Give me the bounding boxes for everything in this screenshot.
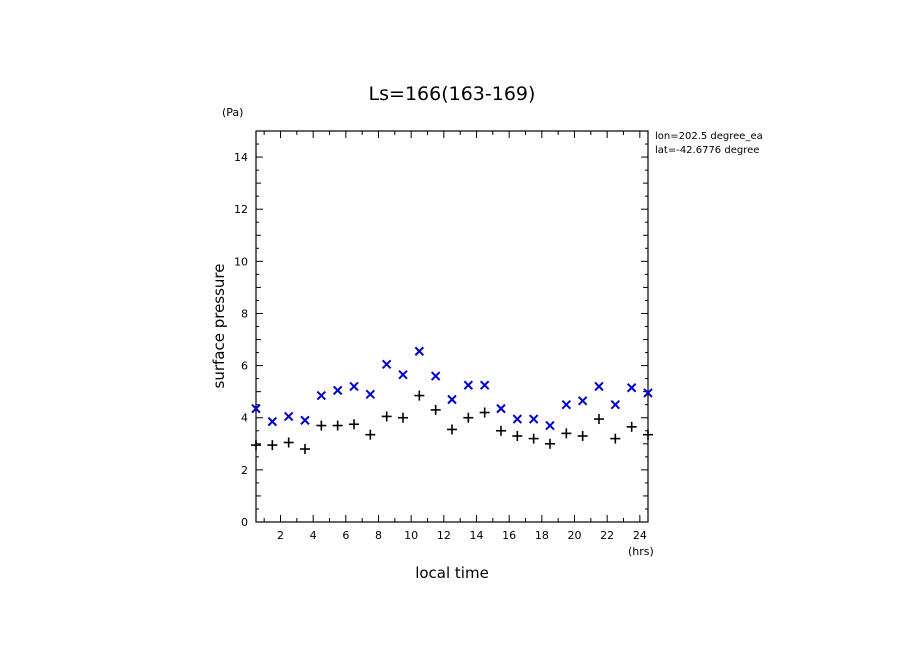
data-point-plus <box>528 433 539 444</box>
x-tick-label: 22 <box>600 529 614 542</box>
data-point-x <box>251 403 261 414</box>
data-point-x <box>496 403 506 414</box>
x-tick-label: 10 <box>404 529 418 542</box>
data-point-x <box>479 380 490 390</box>
x-tick-label: 12 <box>437 529 451 542</box>
data-point-x <box>414 346 425 356</box>
data-point-x <box>447 394 457 405</box>
data-point-plus <box>610 433 621 444</box>
data-point-plus <box>577 430 588 441</box>
x-axis-label: local time <box>415 564 489 582</box>
y-tick-label: 8 <box>241 307 248 320</box>
data-point-plus <box>316 420 327 431</box>
data-point-plus <box>332 420 343 431</box>
data-point-x <box>283 411 294 422</box>
y-axis-label: surface pressure <box>210 264 228 389</box>
x-tick-label: 14 <box>470 529 484 542</box>
data-point-x <box>430 371 441 381</box>
y-unit-label: (Pa) <box>222 106 243 119</box>
data-point-plus <box>463 412 474 423</box>
y-tick-label: 4 <box>241 412 248 425</box>
data-point-plus <box>365 429 376 440</box>
data-point-plus <box>594 414 604 425</box>
chart-title: Ls=166(163-169) <box>369 83 536 105</box>
data-point-plus <box>398 412 408 423</box>
data-point-x <box>267 416 278 427</box>
x-tick-label: 8 <box>375 529 382 542</box>
data-point-x <box>512 414 523 424</box>
data-point-plus <box>447 424 457 435</box>
data-point-x <box>463 380 474 390</box>
data-point-plus <box>512 430 523 441</box>
data-point-plus <box>430 404 441 415</box>
x-tick-label: 2 <box>277 529 284 542</box>
x-tick-label: 6 <box>342 529 349 542</box>
data-point-plus <box>381 411 392 422</box>
y-tick-label: 0 <box>241 516 248 529</box>
y-tick-label: 6 <box>241 360 248 373</box>
data-point-plus <box>283 437 294 448</box>
data-point-plus <box>267 440 278 451</box>
data-point-x <box>626 383 637 393</box>
annotation-lat: lat=-42.6776 degree <box>655 145 759 156</box>
y-tick-label: 12 <box>234 203 248 216</box>
data-point-x <box>332 385 343 396</box>
x-tick-label: 20 <box>568 529 582 542</box>
data-point-x <box>528 414 539 424</box>
data-point-plus <box>479 407 490 418</box>
data-point-plus <box>496 425 506 436</box>
data-point-plus <box>545 438 555 449</box>
data-point-plus <box>251 440 261 451</box>
data-point-plus <box>300 444 310 455</box>
y-tick-label: 2 <box>241 464 248 477</box>
y-tick-label: 14 <box>234 151 248 164</box>
data-point-plus <box>414 390 425 401</box>
data-point-plus <box>626 421 637 432</box>
data-point-x <box>365 389 376 399</box>
data-point-x <box>381 359 392 370</box>
data-point-x <box>594 381 604 392</box>
y-tick-label: 10 <box>234 255 248 268</box>
data-point-x <box>643 388 653 398</box>
data-point-plus <box>349 419 359 430</box>
data-point-x <box>398 370 408 380</box>
x-tick-label: 16 <box>502 529 516 542</box>
x-tick-label: 4 <box>310 529 317 542</box>
data-point-x <box>545 420 555 431</box>
data-point-x <box>349 381 359 392</box>
data-marks <box>251 346 653 455</box>
x-tick-label: 18 <box>535 529 549 542</box>
data-point-x <box>316 390 327 401</box>
data-point-x <box>561 399 572 410</box>
annotation-lon: lon=202.5 degree_ea <box>655 131 763 142</box>
data-point-plus <box>561 428 572 439</box>
data-point-x <box>610 399 621 410</box>
plot-frame <box>255 130 649 523</box>
data-point-plus <box>643 429 653 440</box>
data-point-x <box>300 415 310 426</box>
x-tick-label: 24 <box>633 529 647 542</box>
x-unit-label: (hrs) <box>628 545 654 558</box>
data-point-x <box>577 396 588 406</box>
